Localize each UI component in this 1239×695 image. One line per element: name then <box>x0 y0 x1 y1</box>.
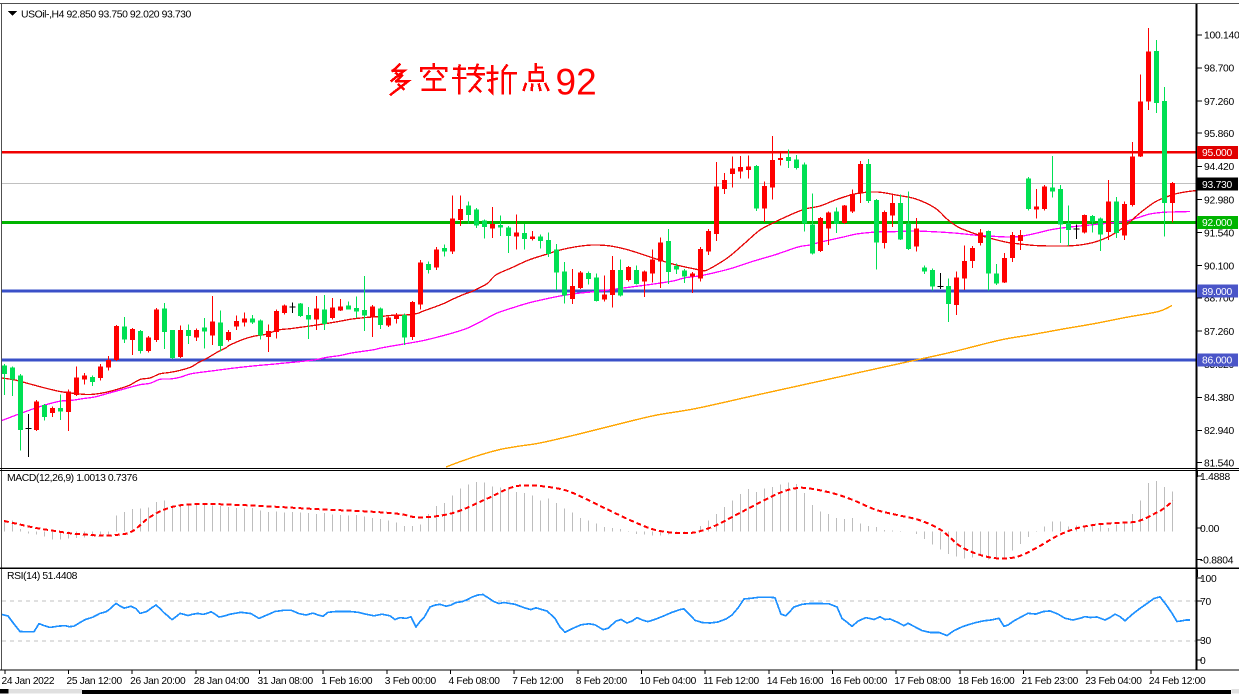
svg-text:USOil-,H4 92.850 93.750 92.02: USOil-,H4 92.850 93.750 92.020 93.730 <box>21 9 192 20</box>
svg-text:4 Feb 08:00: 4 Feb 08:00 <box>449 676 501 687</box>
svg-text:17 Feb 08:00: 17 Feb 08:00 <box>894 676 951 687</box>
svg-text:10 Feb 04:00: 10 Feb 04:00 <box>640 676 697 687</box>
svg-text:93.730: 93.730 <box>1202 180 1233 191</box>
svg-text:87.260: 87.260 <box>1204 327 1235 338</box>
svg-text:14 Feb 16:00: 14 Feb 16:00 <box>767 676 824 687</box>
svg-text:8 Feb 20:00: 8 Feb 20:00 <box>576 676 628 687</box>
svg-text:21 Feb 23:00: 21 Feb 23:00 <box>1022 676 1079 687</box>
svg-text:94.420: 94.420 <box>1204 162 1235 173</box>
svg-text:97.260: 97.260 <box>1204 97 1235 108</box>
svg-text:89.000: 89.000 <box>1202 287 1233 298</box>
svg-text:RSI(14) 51.4408: RSI(14) 51.4408 <box>7 571 78 582</box>
svg-text:MACD(12,26,9) 1.0013 0.7376: MACD(12,26,9) 1.0013 0.7376 <box>7 473 138 484</box>
svg-text:100: 100 <box>1200 574 1217 585</box>
svg-text:92.000: 92.000 <box>1202 218 1233 229</box>
svg-text:1 Feb 16:00: 1 Feb 16:00 <box>321 676 373 687</box>
svg-text:28 Jan 04:00: 28 Jan 04:00 <box>194 676 250 687</box>
svg-text:70: 70 <box>1200 597 1211 608</box>
svg-text:25 Jan 12:00: 25 Jan 12:00 <box>67 676 123 687</box>
svg-text:90.100: 90.100 <box>1204 262 1235 273</box>
svg-text:88.700: 88.700 <box>1204 294 1235 305</box>
svg-text:31 Jan 08:00: 31 Jan 08:00 <box>258 676 314 687</box>
svg-text:18 Feb 16:00: 18 Feb 16:00 <box>958 676 1015 687</box>
svg-text:26 Jan 20:00: 26 Jan 20:00 <box>130 676 186 687</box>
svg-text:84.380: 84.380 <box>1204 393 1235 404</box>
svg-text:86.000: 86.000 <box>1202 356 1233 367</box>
svg-text:0.00: 0.00 <box>1200 524 1220 535</box>
svg-text:95.000: 95.000 <box>1202 148 1233 159</box>
svg-text:1.4888: 1.4888 <box>1200 472 1231 483</box>
svg-text:30: 30 <box>1200 636 1211 647</box>
svg-text:0: 0 <box>1200 656 1206 667</box>
svg-text:24 Jan 2022: 24 Jan 2022 <box>2 676 55 687</box>
svg-text:-0.8804: -0.8804 <box>1200 555 1234 566</box>
svg-text:24 Feb 12:00: 24 Feb 12:00 <box>1149 676 1206 687</box>
svg-text:92: 92 <box>556 62 597 103</box>
svg-text:3 Feb 00:00: 3 Feb 00:00 <box>385 676 437 687</box>
svg-text:16 Feb 00:00: 16 Feb 00:00 <box>831 676 888 687</box>
svg-text:100.140: 100.140 <box>1204 31 1239 42</box>
svg-text:23 Feb 04:00: 23 Feb 04:00 <box>1085 676 1142 687</box>
svg-text:92.980: 92.980 <box>1204 195 1235 206</box>
svg-text:11 Feb 12:00: 11 Feb 12:00 <box>703 676 759 687</box>
svg-text:81.540: 81.540 <box>1204 458 1235 469</box>
svg-text:95.860: 95.860 <box>1204 129 1235 140</box>
svg-text:82.940: 82.940 <box>1204 426 1235 437</box>
svg-text:98.700: 98.700 <box>1204 64 1235 75</box>
svg-text:91.540: 91.540 <box>1204 228 1235 239</box>
svg-text:7 Feb 12:00: 7 Feb 12:00 <box>512 676 564 687</box>
